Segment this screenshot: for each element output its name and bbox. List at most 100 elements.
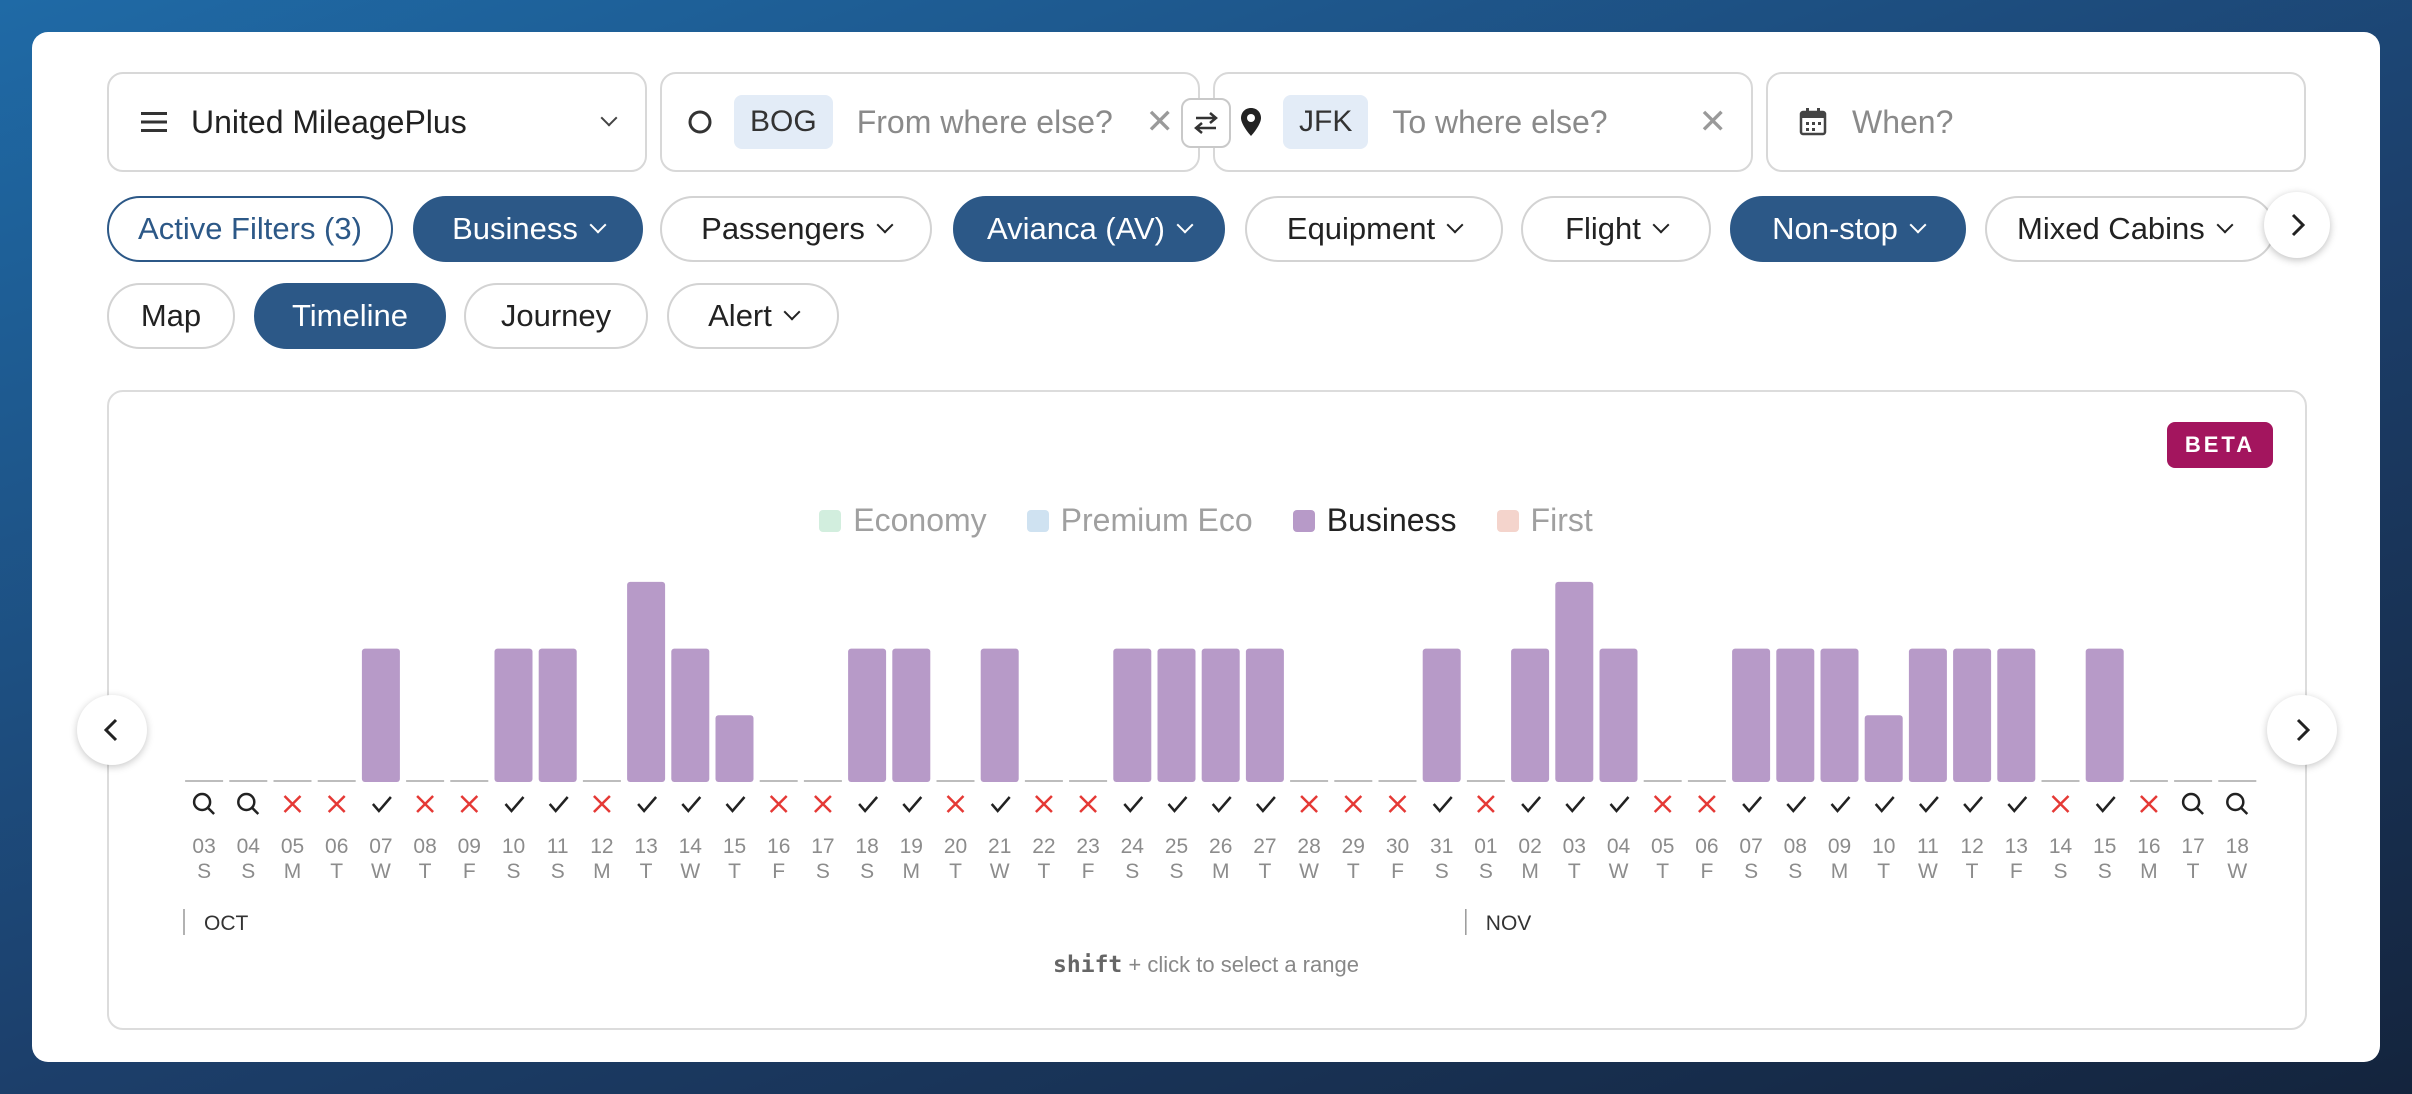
destination-input[interactable]: To where else? [1392, 103, 1608, 140]
cabin-filter[interactable]: Business [413, 196, 643, 262]
bar[interactable] [2085, 648, 2124, 782]
unavailable-icon [416, 795, 434, 813]
check-icon [725, 796, 746, 813]
equipment-filter-label: Equipment [1286, 211, 1436, 246]
bar[interactable] [538, 648, 577, 782]
origin-code-chip[interactable]: BOG [734, 95, 833, 149]
passengers-filter[interactable]: Passengers [660, 196, 932, 262]
flight-filter[interactable]: Flight [1521, 196, 1711, 262]
timeline-prev-button[interactable] [77, 695, 147, 765]
legend-item-economy[interactable]: Economy [819, 502, 987, 539]
weekday-label: S [860, 860, 874, 883]
unavailable-icon [1344, 795, 1363, 813]
legend-label: Premium Eco [1060, 502, 1253, 538]
bar[interactable] [1555, 581, 1594, 782]
check-icon [371, 796, 392, 813]
destination-code-chip[interactable]: JFK [1283, 95, 1369, 149]
active-filters-button[interactable]: Active Filters (3) [107, 196, 393, 262]
availability-timeline-chart: 03S04S05M06T07W08T09F10S11S12M13T14W15T1… [183, 581, 2257, 935]
beta-badge: BETA [2167, 422, 2273, 468]
search-icon[interactable] [192, 792, 215, 815]
weekday-label: T [640, 860, 653, 883]
weekday-label: T [419, 860, 432, 883]
legend-item-business[interactable]: Business [1292, 502, 1457, 539]
weekday-label: W [371, 860, 391, 883]
unavailable-icon [1653, 795, 1672, 813]
date-input[interactable]: When? [1852, 103, 1954, 140]
search-icon[interactable] [237, 792, 260, 815]
bar[interactable] [892, 648, 931, 782]
clear-destination-icon[interactable]: ✕ [1698, 103, 1728, 141]
bar[interactable] [1422, 648, 1461, 782]
bar[interactable] [671, 648, 710, 782]
bar[interactable] [715, 715, 754, 782]
legend-item-first[interactable]: First [1496, 502, 1593, 539]
bar[interactable] [1113, 648, 1152, 782]
unavailable-icon [946, 795, 965, 813]
day-number-label: 09 [1828, 835, 1851, 858]
origin-input[interactable]: From where else? [856, 103, 1113, 140]
check-icon [990, 796, 1011, 813]
weekday-label: F [1700, 860, 1713, 883]
date-field[interactable]: When? [1766, 72, 2306, 172]
day-number-label: 03 [192, 835, 215, 858]
bar[interactable] [1776, 648, 1815, 782]
weekday-label: S [1744, 860, 1758, 883]
weekday-label: S [1125, 860, 1139, 883]
filters-scroll-right-button[interactable] [2264, 192, 2330, 258]
search-icon[interactable] [2226, 792, 2249, 815]
bar[interactable] [1908, 648, 1947, 782]
legend-item-premium-eco[interactable]: Premium Eco [1026, 502, 1253, 539]
unavailable-icon [593, 795, 611, 813]
day-number-label: 17 [2181, 835, 2204, 858]
flight-filter-label: Flight [1565, 211, 1641, 246]
bar[interactable] [848, 648, 887, 782]
legend-label: First [1530, 502, 1593, 538]
program-select[interactable]: United MileagePlus [107, 72, 647, 172]
weekday-label: T [1877, 860, 1890, 883]
check-icon [1167, 796, 1188, 813]
bar[interactable] [627, 581, 666, 782]
menu-icon [141, 112, 167, 132]
origin-field[interactable]: BOG From where else? ✕ [660, 72, 1200, 172]
weekday-label: F [772, 860, 785, 883]
bar[interactable] [1953, 648, 1992, 782]
bar[interactable] [1511, 648, 1550, 782]
search-icon[interactable] [2181, 792, 2204, 815]
bar[interactable] [1864, 715, 1903, 782]
bar[interactable] [494, 648, 533, 782]
bar[interactable] [1732, 648, 1771, 782]
view-tab-map[interactable]: Map [107, 283, 235, 349]
mixed-cabins-filter[interactable]: Mixed Cabins [1985, 196, 2275, 262]
bar[interactable] [361, 648, 400, 782]
weekday-label: W [2227, 860, 2247, 883]
weekday-label: S [1435, 860, 1449, 883]
day-number-label: 14 [2049, 835, 2073, 858]
month-label: NOV [1486, 912, 1532, 935]
stops-filter[interactable]: Non-stop [1730, 196, 1966, 262]
airline-filter[interactable]: Avianca (AV) [953, 196, 1225, 262]
check-icon [2095, 796, 2116, 813]
swap-button[interactable] [1181, 98, 1231, 148]
bar[interactable] [1157, 648, 1196, 782]
unavailable-icon [283, 795, 302, 813]
bar[interactable] [1245, 648, 1284, 782]
bar[interactable] [980, 648, 1019, 782]
alert-button[interactable]: Alert [667, 283, 839, 349]
bar[interactable] [1599, 648, 1638, 782]
bar[interactable] [1997, 648, 2036, 782]
check-icon [1830, 796, 1851, 813]
day-number-label: 25 [1165, 835, 1188, 858]
day-number-label: 22 [1032, 835, 1055, 858]
view-tab-timeline[interactable]: Timeline [254, 283, 446, 349]
weekday-label: W [680, 860, 700, 883]
bar[interactable] [1820, 648, 1859, 782]
calendar-icon [1799, 108, 1827, 136]
view-tab-journey[interactable]: Journey [464, 283, 648, 349]
equipment-filter[interactable]: Equipment [1245, 196, 1503, 262]
day-number-label: 10 [502, 835, 525, 858]
clear-origin-icon[interactable]: ✕ [1145, 103, 1175, 141]
bar[interactable] [1201, 648, 1240, 782]
destination-field[interactable]: JFK To where else? ✕ [1213, 72, 1753, 172]
timeline-next-button[interactable] [2267, 695, 2337, 765]
